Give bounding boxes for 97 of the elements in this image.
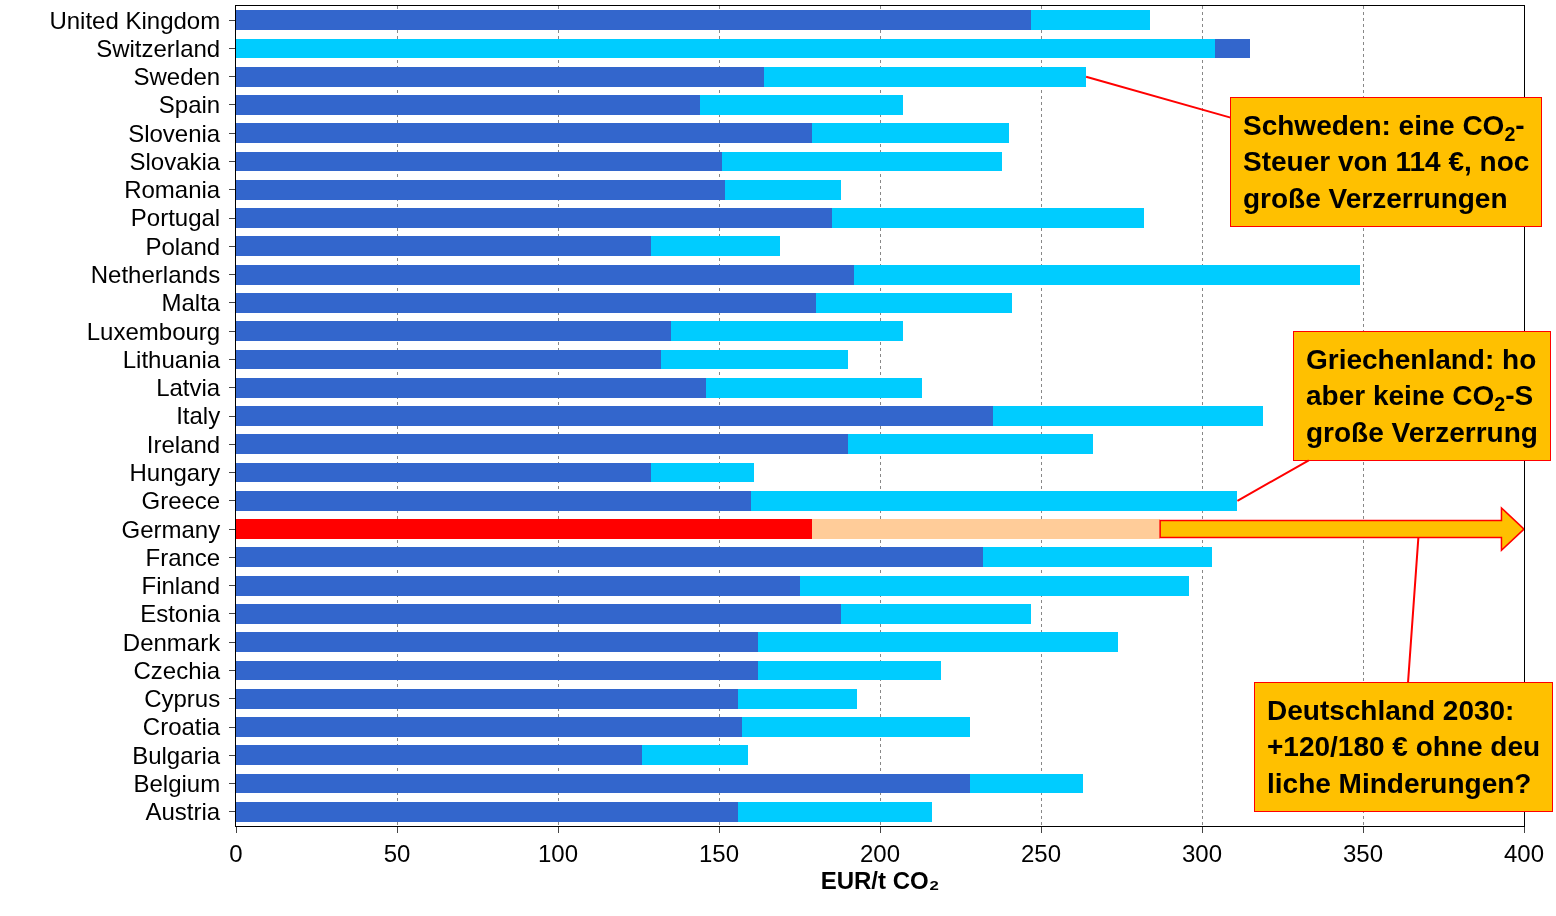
x-tick-label: 100 bbox=[537, 839, 579, 867]
bar bbox=[236, 434, 848, 455]
bar bbox=[236, 349, 662, 370]
bar bbox=[236, 179, 726, 200]
x-tick-label: 400 bbox=[1503, 839, 1545, 867]
y-tick-label: Sweden bbox=[133, 63, 221, 91]
bar bbox=[992, 406, 1264, 426]
y-tick-label: Belgium bbox=[133, 769, 221, 797]
y-tick-label: Portugal bbox=[130, 204, 221, 232]
bar bbox=[725, 179, 842, 200]
bar bbox=[236, 95, 700, 115]
y-tick-label: Netherlands bbox=[90, 261, 221, 289]
bar bbox=[831, 208, 1145, 228]
bar bbox=[757, 660, 942, 681]
bar bbox=[236, 632, 758, 653]
annotation: Griechenland: ho aber keine CO$_{2}$-S große Verzerrung bbox=[1306, 344, 1538, 448]
bar bbox=[661, 349, 848, 370]
bar bbox=[236, 377, 707, 398]
x-tick-label: 150 bbox=[698, 839, 740, 867]
bar bbox=[751, 490, 1238, 511]
bar bbox=[236, 10, 1032, 31]
bar bbox=[236, 293, 816, 313]
y-tick-label: Slovenia bbox=[128, 119, 221, 147]
bar bbox=[236, 462, 652, 483]
x-tick-label: 50 bbox=[383, 839, 411, 867]
bar bbox=[670, 321, 903, 342]
bar bbox=[236, 321, 671, 342]
bar bbox=[236, 801, 739, 822]
bar bbox=[236, 264, 855, 285]
bar bbox=[741, 717, 971, 737]
y-tick-label: Slovakia bbox=[129, 147, 221, 175]
bar bbox=[738, 688, 858, 709]
y-tick-label: France bbox=[145, 543, 221, 571]
bar bbox=[236, 490, 752, 511]
y-tick-label: Denmark bbox=[122, 628, 222, 656]
x-tick-label: 200 bbox=[859, 839, 901, 867]
y-tick-label: Greece bbox=[141, 487, 221, 515]
y-tick-label: United Kingdom bbox=[49, 6, 221, 34]
x-tick-label: 0 bbox=[229, 839, 243, 867]
bar bbox=[236, 208, 832, 228]
bar bbox=[847, 434, 1093, 455]
y-tick-label: Ireland bbox=[146, 430, 221, 458]
x-tick-label: 350 bbox=[1342, 839, 1384, 867]
bar bbox=[641, 745, 748, 766]
bar bbox=[236, 604, 842, 624]
y-tick-label: Latvia bbox=[156, 374, 221, 402]
annotation: Deutschland 2030: +120/180 € ohne deu liche Minderungen? bbox=[1267, 695, 1541, 799]
bar bbox=[983, 547, 1212, 568]
y-tick-label: Croatia bbox=[142, 713, 221, 741]
y-tick-label: Hungary bbox=[129, 458, 221, 486]
bar bbox=[236, 688, 739, 709]
bar bbox=[236, 745, 642, 766]
x-axis-title: EUR/t CO₂ bbox=[820, 867, 940, 895]
annotation: Schweden: eine CO$_{2}$- Steuer von 114 €, noc große Verzerrungen bbox=[1243, 110, 1530, 214]
bar bbox=[236, 773, 971, 794]
y-tick-label: Estonia bbox=[140, 600, 221, 628]
bar bbox=[706, 377, 922, 398]
y-tick-label: Italy bbox=[176, 402, 221, 430]
y-tick-label: Luxembourg bbox=[86, 317, 221, 345]
y-tick-label: Romania bbox=[124, 176, 221, 204]
bar bbox=[815, 293, 1013, 313]
y-tick-label: Lithuania bbox=[122, 345, 221, 373]
y-tick-label: Bulgaria bbox=[132, 741, 221, 769]
bar bbox=[236, 406, 993, 426]
bar bbox=[799, 575, 1190, 596]
bar bbox=[236, 66, 765, 87]
bar bbox=[236, 660, 758, 681]
bar bbox=[757, 632, 1119, 653]
bar bbox=[236, 547, 984, 568]
bar bbox=[764, 66, 1087, 87]
bar bbox=[970, 773, 1083, 794]
x-tick-label: 250 bbox=[1020, 839, 1062, 867]
bar bbox=[699, 95, 903, 115]
bar bbox=[236, 151, 723, 172]
y-tick-label: Austria bbox=[145, 798, 221, 826]
bar bbox=[236, 717, 742, 737]
bar bbox=[236, 519, 813, 539]
bar bbox=[722, 151, 1003, 172]
bar bbox=[1031, 10, 1151, 31]
y-tick-label: Poland bbox=[145, 232, 221, 260]
y-tick-label: Czechia bbox=[133, 656, 221, 684]
y-tick-label: Spain bbox=[158, 91, 221, 119]
bar bbox=[854, 264, 1360, 285]
bar bbox=[236, 575, 800, 596]
y-tick-label: Switzerland bbox=[96, 34, 221, 62]
x-tick-label: 300 bbox=[1181, 839, 1223, 867]
y-tick-label: Malta bbox=[161, 289, 221, 317]
bar bbox=[738, 801, 932, 822]
y-tick-label: Cyprus bbox=[144, 685, 221, 713]
bar bbox=[236, 236, 652, 257]
bar bbox=[651, 462, 755, 483]
bar bbox=[841, 604, 1032, 624]
bar bbox=[236, 123, 813, 144]
y-tick-label: Finland bbox=[141, 572, 221, 600]
y-tick-label: Germany bbox=[121, 515, 221, 543]
bar bbox=[812, 123, 1009, 144]
bar bbox=[651, 236, 781, 257]
